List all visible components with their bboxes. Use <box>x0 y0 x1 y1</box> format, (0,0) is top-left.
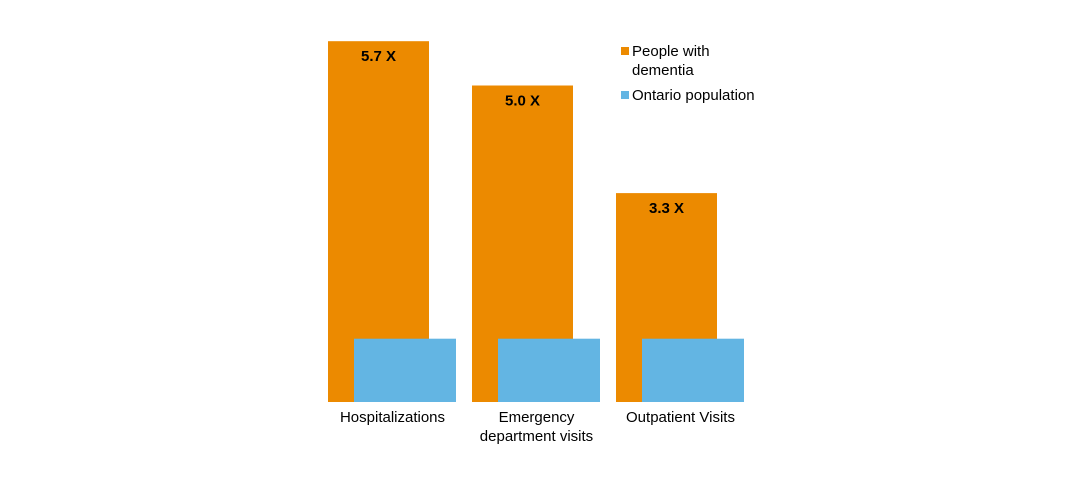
category-label: Hospitalizations <box>340 409 445 426</box>
legend-swatch <box>621 47 629 55</box>
data-label: 3.3 X <box>649 200 684 217</box>
legend-label: Ontario population <box>632 87 755 104</box>
legend-label: dementia <box>632 62 694 79</box>
bar-ontario-population <box>498 338 600 402</box>
data-label: 5.7 X <box>361 48 396 65</box>
data-label: 5.0 X <box>505 93 540 110</box>
legend-label: People with <box>632 43 710 60</box>
legend-swatch <box>621 91 629 99</box>
bar-ontario-population <box>642 338 744 402</box>
category-label: Emergency <box>499 409 575 426</box>
category-label: department visits <box>480 428 593 445</box>
category-label: Outpatient Visits <box>626 409 735 426</box>
bar-ontario-population <box>354 338 456 402</box>
